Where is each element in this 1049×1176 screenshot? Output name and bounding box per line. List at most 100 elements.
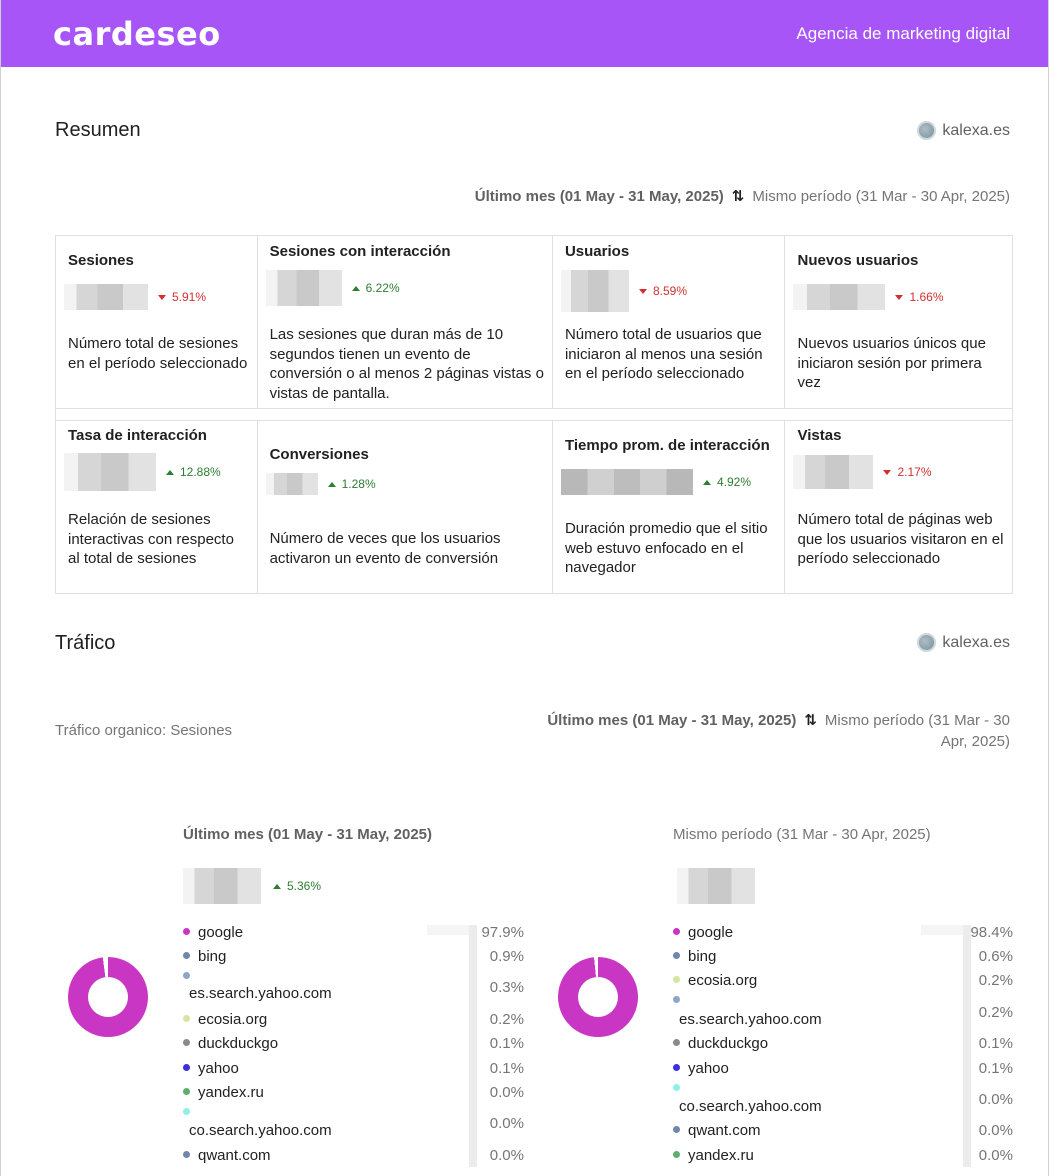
metric-value-row: 4.92% — [560, 469, 751, 495]
share-bar — [921, 925, 967, 935]
globe-icon — [917, 121, 937, 140]
section-title-resumen: Resumen — [55, 119, 141, 141]
total-change: 5.36% — [273, 879, 321, 893]
legend-label: google — [198, 924, 244, 941]
metric-card-tiempo-interaccion: Tiempo prom. de interacción 4.92% Duraci… — [553, 421, 786, 593]
metric-change: 5.91% — [158, 290, 206, 304]
share-pct: 0.1% — [978, 1035, 1013, 1052]
legend-item: yandex.ru — [673, 1147, 754, 1164]
top-header: cardeseo Agencia de marketing digital — [1, 0, 1048, 67]
legend-item: ecosia.org — [183, 1011, 267, 1028]
legend-item: yahoo — [183, 1060, 239, 1077]
metric-change: 1.28% — [327, 477, 376, 491]
metric-description: Relación de sesiones interactivas con re… — [68, 511, 234, 567]
metric-value-redacted — [265, 473, 318, 495]
legend-dot — [673, 1064, 680, 1071]
site-label-trafico: kalexa.es — [917, 633, 1010, 652]
metric-value-row: 2.17% — [793, 455, 932, 489]
metric-label: Sesiones con interacción — [269, 243, 451, 260]
metric-label: Tasa de interacción — [68, 427, 207, 444]
previous-total — [677, 868, 755, 904]
site-domain: kalexa.es — [942, 121, 1010, 139]
legend-label: duckduckgo — [198, 1035, 279, 1052]
legend-label: yahoo — [688, 1060, 729, 1077]
share-pct: 0.6% — [978, 948, 1013, 965]
period-compare: Mismo período (31 Mar - 30 Apr, 2025) — [752, 188, 1010, 205]
legend-item-label: es.search.yahoo.com — [189, 985, 332, 1002]
legend-label: yandex.ru — [198, 1084, 264, 1101]
metric-value-redacted — [560, 270, 629, 312]
legend-item — [183, 1108, 198, 1131]
metric-label: Nuevos usuarios — [797, 252, 919, 269]
metric-card-tasa-interaccion: Tasa de interacción 12.88% Relación de s… — [56, 421, 258, 593]
trend-down-icon — [883, 470, 892, 476]
brand-tagline: Agencia de marketing digital — [796, 23, 1010, 43]
metric-value-redacted — [64, 453, 156, 491]
row-divider — [56, 408, 1012, 421]
share-bar-column — [963, 925, 971, 1167]
legend-dot — [673, 1126, 680, 1133]
donut-chart-previous — [558, 957, 638, 1037]
legend-dot — [673, 976, 680, 983]
metric-value-redacted — [560, 469, 693, 495]
metric-label: Sesiones — [68, 252, 134, 269]
legend-dot — [183, 952, 190, 959]
share-pct: 0.0% — [978, 1122, 1013, 1139]
metric-change-value: 5.91% — [172, 290, 207, 304]
share-pct: 0.9% — [489, 948, 524, 965]
legend-item: yahoo — [673, 1060, 729, 1077]
share-pct: 0.0% — [978, 1147, 1013, 1164]
legend-dot — [673, 1039, 680, 1046]
metric-value-redacted — [265, 270, 342, 306]
legend-label: ecosia.org — [688, 972, 758, 989]
period-current: Último mes (01 May - 31 May, 2025) — [474, 188, 724, 205]
total-value-redacted — [183, 868, 261, 904]
site-label-resumen: kalexa.es — [917, 121, 1010, 140]
legend-dot — [183, 972, 190, 979]
metric-value-redacted — [64, 284, 148, 310]
legend-item: bing — [183, 948, 226, 965]
legend-item: bing — [673, 948, 716, 965]
legend-dot — [183, 1039, 190, 1046]
legend-item-label: co.search.yahoo.com — [189, 1122, 332, 1139]
metric-change-value: 12.88% — [180, 465, 221, 479]
share-pct: 98.4% — [970, 924, 1013, 941]
legend-item: yandex.ru — [183, 1084, 264, 1101]
legend-item-label: es.search.yahoo.com — [679, 1011, 822, 1028]
metric-description: Número total de páginas web que los usua… — [797, 511, 1004, 567]
period-current: Último mes (01 May - 31 May, 2025) — [547, 712, 797, 729]
metric-change: 12.88% — [166, 465, 221, 479]
legend-dot — [673, 996, 680, 1003]
trend-down-icon — [638, 289, 647, 295]
metric-description: Número total de sesiones en el período s… — [68, 335, 248, 372]
metric-value-row: 6.22% — [265, 270, 400, 306]
metric-value-redacted — [793, 284, 886, 310]
metric-change: 1.66% — [895, 290, 944, 304]
share-pct: 0.1% — [978, 1060, 1013, 1077]
share-pct: 0.3% — [489, 979, 524, 996]
metric-value-row: 8.59% — [560, 270, 687, 312]
site-domain: kalexa.es — [942, 633, 1010, 651]
metric-change: 8.59% — [638, 284, 687, 298]
current-total: 5.36% — [183, 868, 321, 904]
share-pct: 0.2% — [978, 972, 1013, 989]
legend-label: yahoo — [198, 1060, 239, 1077]
metric-value-row: 1.28% — [265, 473, 376, 495]
metric-change-value: 8.59% — [652, 284, 687, 298]
metric-change-value: 4.92% — [716, 475, 751, 489]
metric-value-row: 12.88% — [64, 453, 221, 491]
legend-item: duckduckgo — [673, 1035, 768, 1052]
share-pct: 97.9% — [481, 924, 524, 941]
swap-arrows-icon: ⇅ — [731, 188, 745, 205]
legend-dot — [673, 952, 680, 959]
legend-item: duckduckgo — [183, 1035, 278, 1052]
legend-dot — [183, 1064, 190, 1071]
metric-card-vistas: Vistas 2.17% Número total de páginas web… — [785, 421, 1012, 593]
metric-description: Nuevos usuarios únicos que iniciaron ses… — [797, 335, 986, 391]
legend-item — [673, 996, 688, 1019]
metric-change-value: 2.17% — [897, 465, 932, 479]
metric-value-row: 1.66% — [793, 284, 944, 310]
swap-arrows-icon: ⇅ — [804, 712, 817, 729]
metric-description: Las sesiones que duran más de 10 segundo… — [269, 326, 544, 402]
period-range-trafico: Último mes (01 May - 31 May, 2025) ⇅ Mismo… — [540, 710, 1010, 752]
